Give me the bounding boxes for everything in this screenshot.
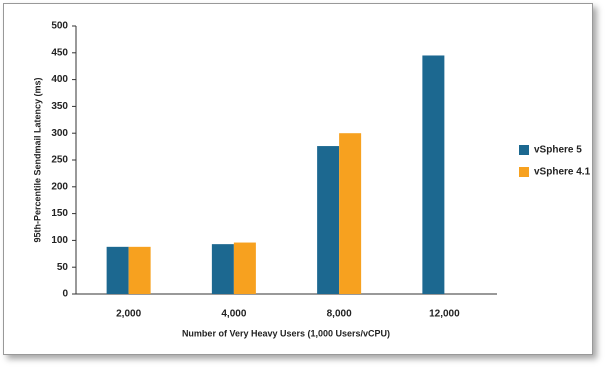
chart-frame	[3, 3, 593, 355]
bar	[339, 133, 362, 294]
bar	[211, 244, 234, 294]
x-axis-label: Number of Very Heavy Users (1,000 Users/…	[182, 328, 390, 338]
x-tick-label: 12,000	[429, 309, 460, 320]
y-tick-label: 500	[51, 21, 68, 32]
bar	[233, 242, 256, 294]
bar	[317, 146, 340, 294]
legend-label: vSphere 4.1	[534, 167, 591, 178]
y-tick-label: 450	[51, 47, 68, 58]
y-tick-label: 400	[51, 74, 68, 85]
x-tick-label: 4,000	[221, 309, 246, 320]
legend-label: vSphere 5	[534, 145, 582, 156]
legend-swatch	[519, 145, 529, 155]
y-tick-label: 350	[51, 101, 68, 112]
x-tick-label: 8,000	[327, 309, 352, 320]
bar	[422, 55, 445, 295]
y-tick-label: 150	[51, 208, 68, 219]
y-tick-label: 100	[51, 235, 68, 246]
y-tick-label: 0	[62, 289, 68, 300]
y-tick-label: 200	[51, 181, 68, 192]
y-tick-label: 250	[51, 155, 68, 166]
x-tick-label: 2,000	[116, 309, 141, 320]
bar	[106, 246, 129, 294]
y-tick-label: 50	[57, 262, 69, 273]
y-tick-label: 300	[51, 128, 68, 139]
legend-swatch	[519, 167, 529, 177]
bar	[128, 246, 151, 294]
y-axis-label: 95th-Percentile Sendmail Latency (ms)	[32, 77, 42, 242]
